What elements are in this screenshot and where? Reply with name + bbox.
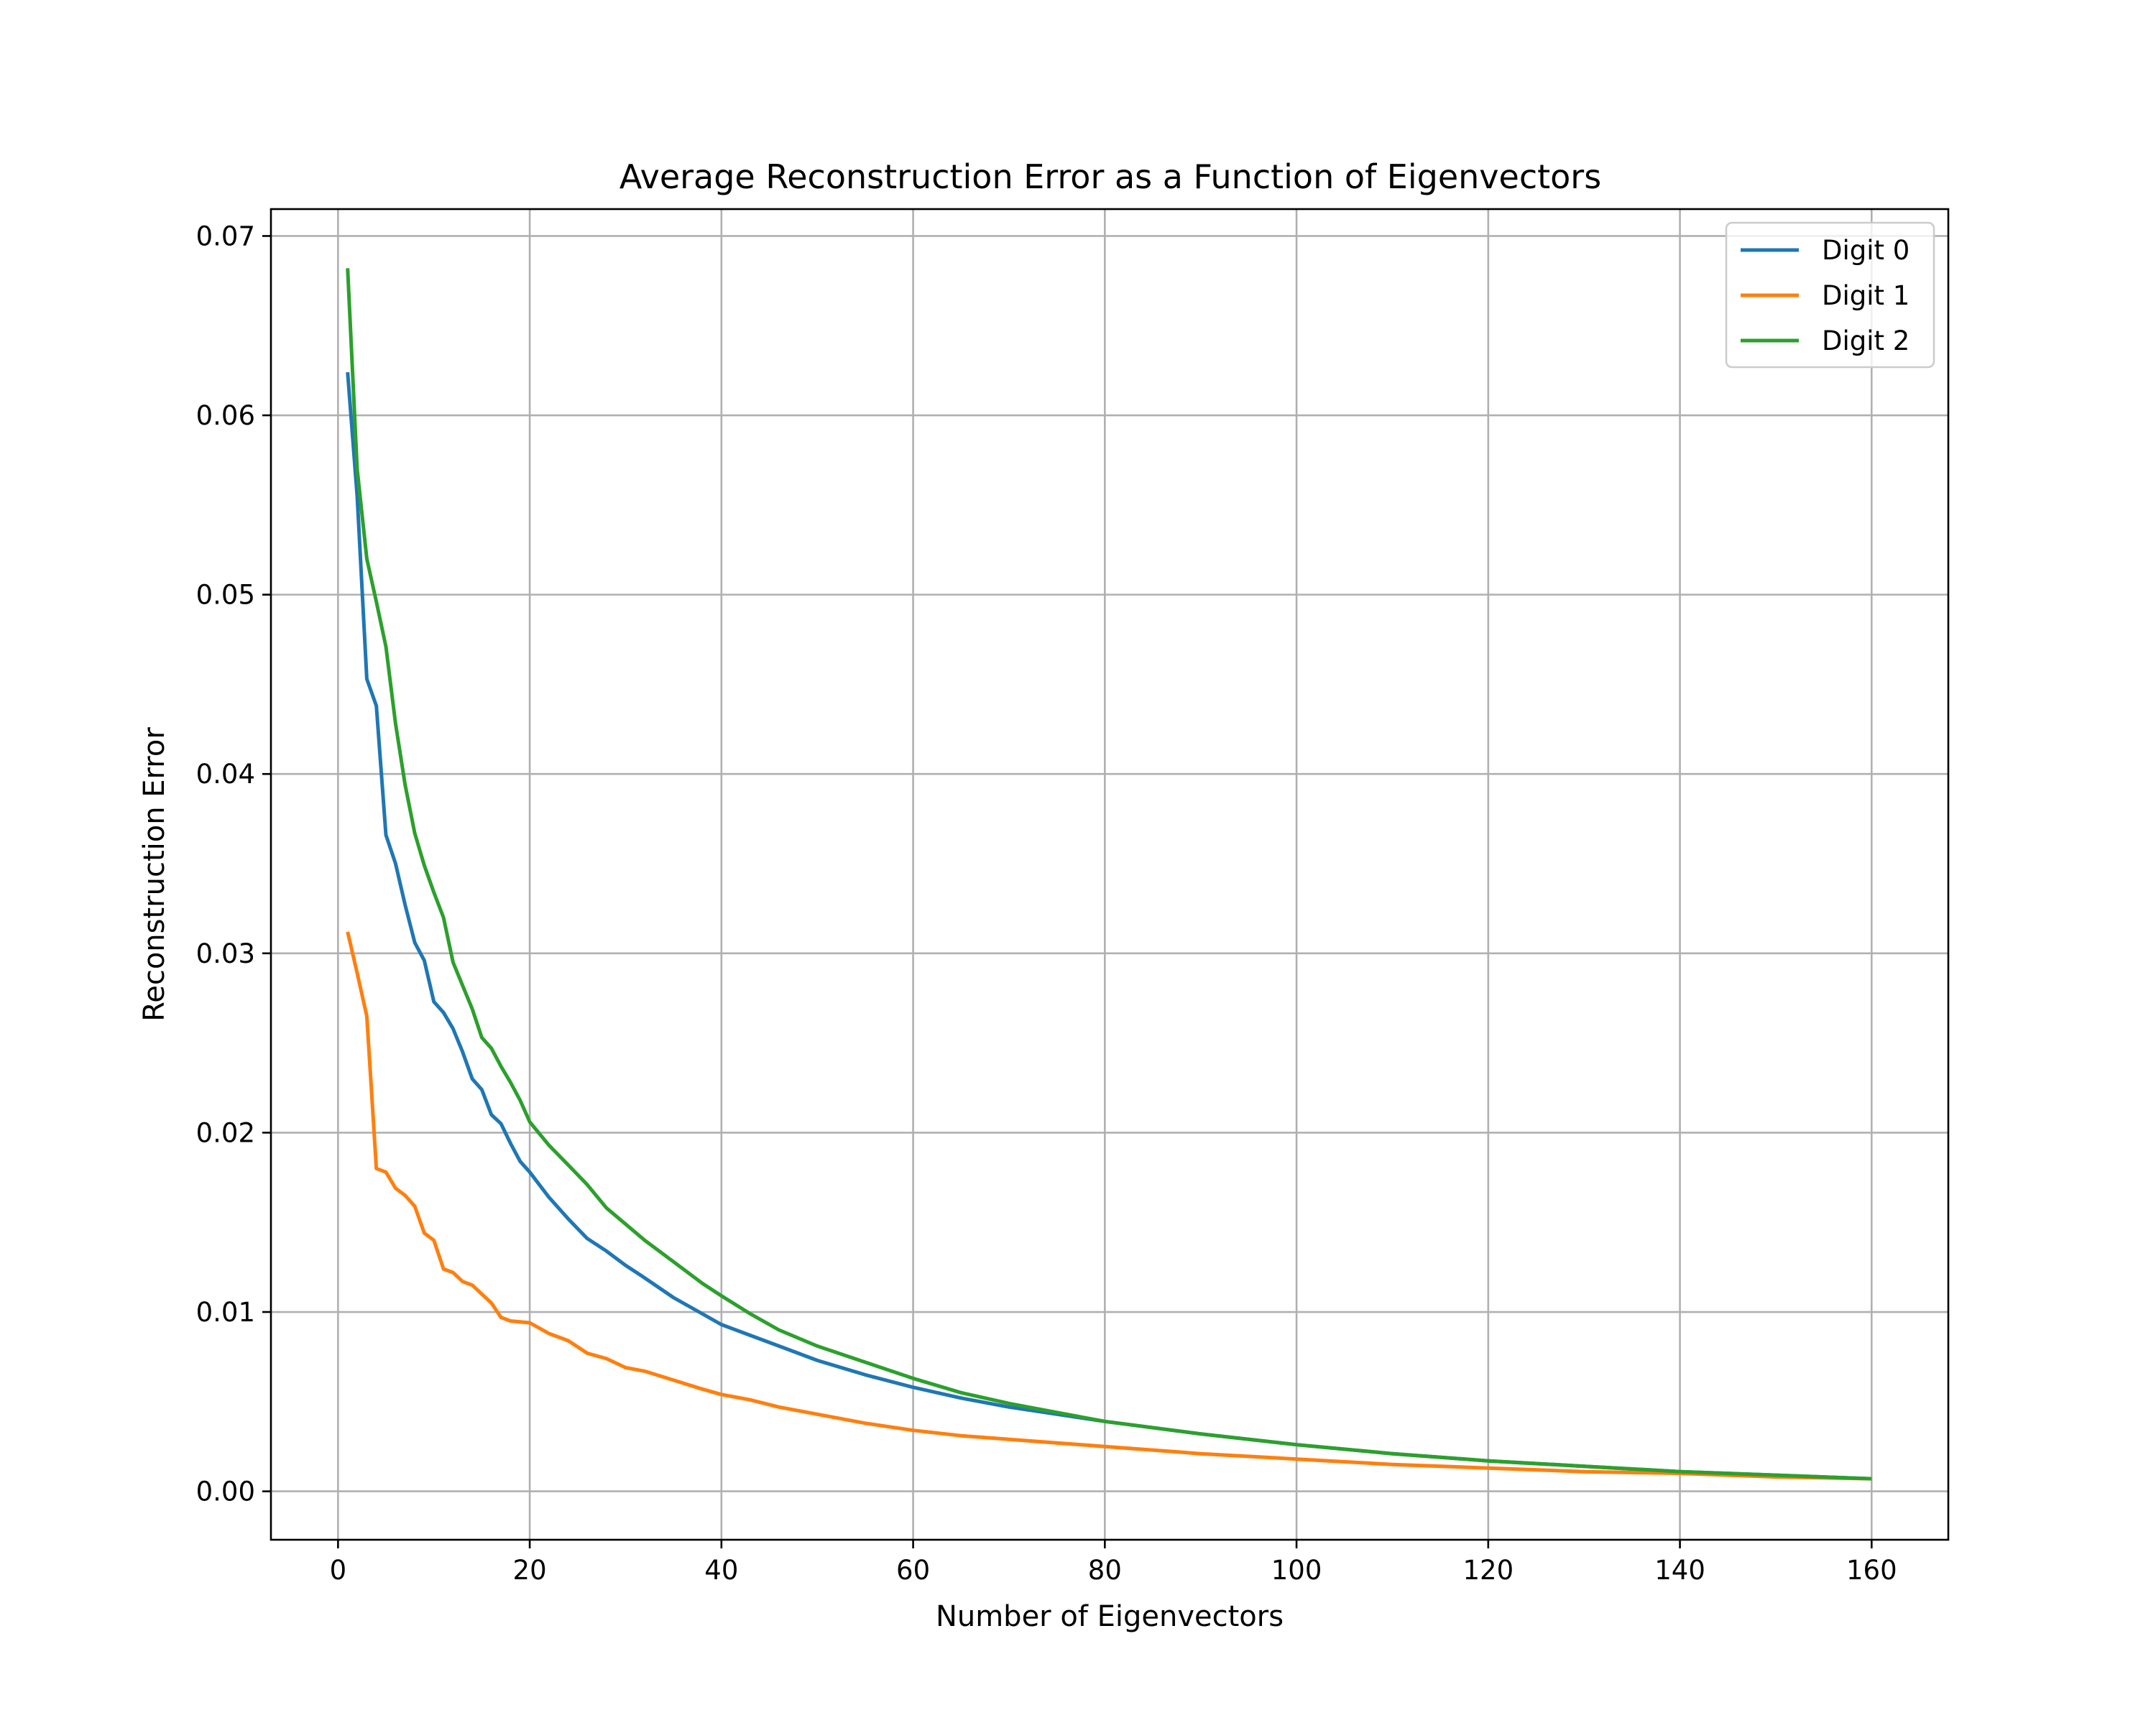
grid-lines (271, 209, 1948, 1540)
x-tick-label: 20 (513, 1555, 547, 1586)
y-axis-ticks: 0.00 0.01 0.02 0.03 0.04 0.05 0.06 0.07 (196, 221, 271, 1507)
y-tick-label: 0.04 (196, 759, 255, 790)
y-axis-label: Reconstruction Error (138, 727, 171, 1022)
series-line-digit-1 (346, 931, 1872, 1481)
y-tick-label: 0.05 (196, 580, 255, 611)
x-tick-label: 160 (1846, 1555, 1897, 1586)
series-lines (346, 268, 1872, 1481)
legend: Digit 0 Digit 1 Digit 2 (1725, 221, 1935, 369)
chart-title: Average Reconstruction Error as a Functi… (619, 157, 1601, 196)
legend-box (1725, 221, 1935, 369)
x-tick-label: 120 (1463, 1555, 1514, 1586)
y-tick-label: 0.06 (196, 400, 255, 431)
x-tick-label: 80 (1088, 1555, 1122, 1586)
y-tick-label: 0.00 (196, 1477, 255, 1507)
x-tick-label: 0 (330, 1555, 347, 1586)
y-tick-label: 0.03 (196, 938, 255, 969)
legend-label: Digit 1 (1822, 280, 1909, 311)
x-tick-label: 60 (896, 1555, 930, 1586)
legend-items: Digit 0 Digit 1 Digit 2 (1741, 235, 1909, 356)
x-tick-label: 40 (704, 1555, 738, 1586)
series-line-digit-2 (346, 268, 1872, 1481)
x-tick-label: 140 (1654, 1555, 1705, 1586)
x-axis-ticks: 0 20 40 60 80 100 120 140 160 (330, 1540, 1897, 1586)
y-tick-label: 0.02 (196, 1117, 255, 1148)
legend-label: Digit 2 (1822, 325, 1909, 356)
y-tick-label: 0.07 (196, 221, 255, 251)
legend-label: Digit 0 (1822, 235, 1909, 266)
x-tick-label: 100 (1271, 1555, 1322, 1586)
plot-frame (270, 208, 1950, 1541)
y-tick-label: 0.01 (196, 1297, 255, 1328)
x-axis-label: Number of Eigenvectors (936, 1600, 1284, 1633)
